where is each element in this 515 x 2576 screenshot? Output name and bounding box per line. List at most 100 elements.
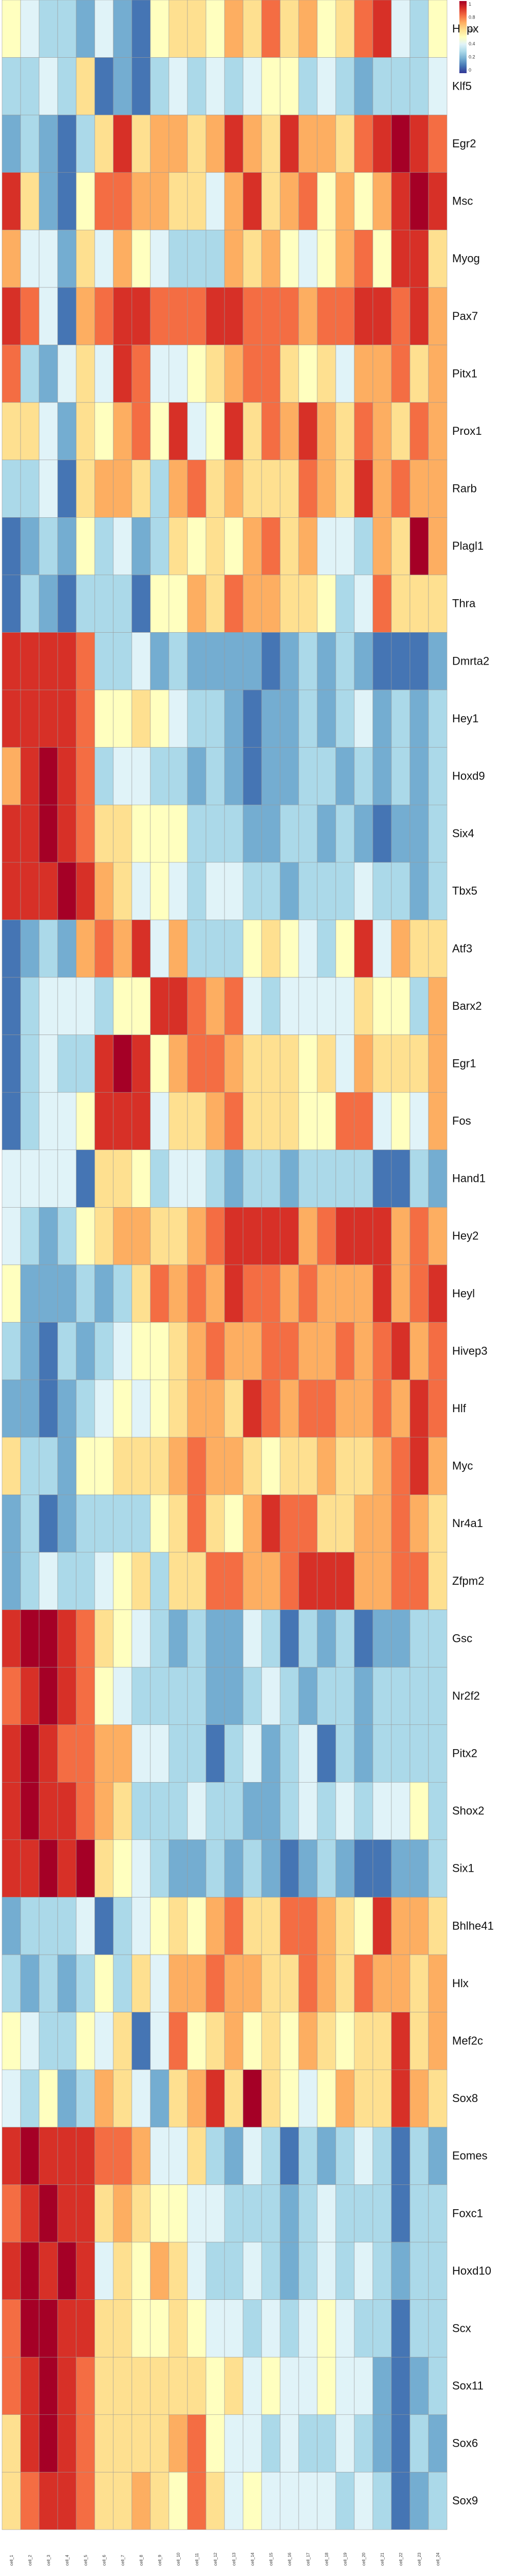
- heatmap-cell-Hey2-c20: [354, 1207, 373, 1265]
- heatmap-cell-Egr1-c19: [335, 1035, 355, 1093]
- heatmap-cell-Sox9-c15: [261, 2472, 281, 2530]
- heatmap-cell-Egr2-c17: [298, 114, 318, 173]
- heatmap-cell-Hivep3-c1: [2, 1322, 21, 1380]
- heatmap-cell-Prox1-c13: [224, 402, 244, 461]
- heatmap-cell-Zfpm2-c8: [131, 1552, 151, 1610]
- heatmap-cell-Hoxd9-c11: [187, 747, 207, 805]
- heatmap-cell-Scx-c1: [2, 2299, 21, 2358]
- heatmap-cell-Nr4a1-c13: [224, 1495, 244, 1553]
- heatmap-cell-Six1-c1: [2, 1839, 21, 1897]
- heatmap-cell-Six4-c16: [280, 804, 299, 863]
- heatmap-cell-Sox8-c3: [39, 2069, 58, 2128]
- heatmap-cell-Foxc1-c13: [224, 2184, 244, 2243]
- heatmap-cell-Bhlhe41-c22: [391, 1897, 410, 1955]
- heatmap-cell-Tbx5-c2: [20, 862, 40, 920]
- heatmap-cell-Klf5-c3: [39, 57, 58, 115]
- column-labels: cell_1 cell_2 cell_3 cell_4 cell_5 cell_6 cell…: [9, 2552, 440, 2566]
- heatmap-cell-Sox11-c7: [113, 2357, 132, 2415]
- heatmap-cell-Myc-c13: [224, 1437, 244, 1495]
- heatmap-cell-Fos-c5: [76, 1092, 95, 1150]
- heatmap-cell-Plagl1-c3: [39, 517, 58, 575]
- row-label-Pitx1: Pitx1: [452, 367, 477, 380]
- heatmap-cell-Shox2-c4: [57, 1782, 77, 1840]
- heatmap-cell-Zfpm2-c24: [428, 1552, 448, 1610]
- heatmap-cell-Nr4a1-c14: [243, 1495, 262, 1553]
- heatmap-cell-Shox2-c15: [261, 1782, 281, 1840]
- heatmap-cell-Sox9-c11: [187, 2472, 207, 2530]
- heatmap-cell-Klf5-c13: [224, 57, 244, 115]
- heatmap-cell-Thra-c6: [94, 574, 114, 633]
- heatmap-cell-Myog-c15: [261, 230, 281, 288]
- heatmap-cell-Six4-c14: [243, 804, 262, 863]
- heatmap-cell-Shox2-c17: [298, 1782, 318, 1840]
- heatmap-cell-Gsc-c11: [187, 1609, 207, 1668]
- heatmap-cell-Heyl-c20: [354, 1264, 373, 1323]
- heatmap-cell-Sox9-c23: [409, 2472, 429, 2530]
- heatmap-cell-Atf3-c18: [317, 920, 336, 978]
- heatmap-cell-Shox2-c5: [76, 1782, 95, 1840]
- heatmap-cell-Nr2f2-c9: [150, 1667, 169, 1725]
- heatmap-cell-Sox8-c21: [372, 2069, 392, 2128]
- heatmap-cell-Egr1-c18: [317, 1035, 336, 1093]
- heatmap-cell-Hand1-c12: [205, 1149, 225, 1208]
- heatmap-cell-Msc-c18: [317, 172, 336, 230]
- heatmap-cell-Fos-c21: [372, 1092, 392, 1150]
- heatmap-cell-Sox6-c10: [168, 2414, 188, 2472]
- heatmap-cell-Six4-c24: [428, 804, 448, 863]
- heatmap-cell-Bhlhe41-c24: [428, 1897, 448, 1955]
- heatmap-cell-Egr1-c23: [409, 1035, 429, 1093]
- row-label-Heyl: Heyl: [452, 1287, 475, 1300]
- heatmap-cell-Pax7-c7: [113, 287, 132, 345]
- heatmap-cell-Myog-c4: [57, 230, 77, 288]
- heatmap-cell-Eomes-c21: [372, 2127, 392, 2185]
- heatmap-cell-Rarb-c20: [354, 460, 373, 518]
- heatmap-cell-Pax7-c16: [280, 287, 299, 345]
- heatmap-cell-Myc-c5: [76, 1437, 95, 1495]
- heatmap-cell-Foxc1-c17: [298, 2184, 318, 2243]
- heatmap-cell-Shox2-c16: [280, 1782, 299, 1840]
- heatmap-cell-Nr4a1-c21: [372, 1495, 392, 1553]
- heatmap-cell-Egr2-c24: [428, 114, 448, 173]
- heatmap-cell-Pitx1-c17: [298, 345, 318, 403]
- heatmap-cell-Gsc-c7: [113, 1609, 132, 1668]
- heatmap-cell-Thra-c13: [224, 574, 244, 633]
- heatmap-cell-Scx-c4: [57, 2299, 77, 2358]
- heatmap-cell-Hopx-c4: [57, 0, 77, 58]
- heatmap-cell-Six4-c8: [131, 804, 151, 863]
- heatmap-cell-Six1-c15: [261, 1839, 281, 1897]
- heatmap-cell-Prox1-c10: [168, 402, 188, 461]
- heatmap-cell-Scx-c22: [391, 2299, 410, 2358]
- heatmap-cell-Hoxd9-c2: [20, 747, 40, 805]
- heatmap-cell-Sox8-c16: [280, 2069, 299, 2128]
- heatmap-cell-Eomes-c6: [94, 2127, 114, 2185]
- heatmap-cell-Hopx-c24: [428, 0, 448, 58]
- heatmap-cell-Mef2c-c24: [428, 2012, 448, 2070]
- heatmap-cell-Bhlhe41-c1: [2, 1897, 21, 1955]
- heatmap-cell-Bhlhe41-c19: [335, 1897, 355, 1955]
- heatmap-cell-Sox9-c24: [428, 2472, 448, 2530]
- heatmap-cell-Pitx2-c16: [280, 1724, 299, 1783]
- heatmap-cell-Prox1-c20: [354, 402, 373, 461]
- heatmap-cell-Hivep3-c22: [391, 1322, 410, 1380]
- heatmap-cell-Dmrta2-c10: [168, 632, 188, 690]
- heatmap-cell-Shox2-c24: [428, 1782, 448, 1840]
- row-label-Msc: Msc: [452, 195, 473, 208]
- heatmap-cell-Gsc-c20: [354, 1609, 373, 1668]
- heatmap-cell-Bhlhe41-c8: [131, 1897, 151, 1955]
- heatmap-cell-Prox1-c19: [335, 402, 355, 461]
- heatmap-cell-Hivep3-c4: [57, 1322, 77, 1380]
- heatmap-cell-Pitx1-c24: [428, 345, 448, 403]
- heatmap-cell-Hivep3-c10: [168, 1322, 188, 1380]
- heatmap-cell-Hlx-c6: [94, 1954, 114, 2012]
- heatmap-cell-Myog-c18: [317, 230, 336, 288]
- heatmap-cell-Hlx-c24: [428, 1954, 448, 2012]
- heatmap-cell-Gsc-c2: [20, 1609, 40, 1668]
- heatmap-cell-Gsc-c13: [224, 1609, 244, 1668]
- heatmap-cell-Sox9-c7: [113, 2472, 132, 2530]
- heatmap-cell-Bhlhe41-c15: [261, 1897, 281, 1955]
- heatmap-cell-Hand1-c1: [2, 1149, 21, 1208]
- heatmap-cell-Pax7-c13: [224, 287, 244, 345]
- heatmap-cell-Zfpm2-c11: [187, 1552, 207, 1610]
- row-label-Plagl1: Plagl1: [452, 539, 484, 552]
- heatmap-cell-Mef2c-c3: [39, 2012, 58, 2070]
